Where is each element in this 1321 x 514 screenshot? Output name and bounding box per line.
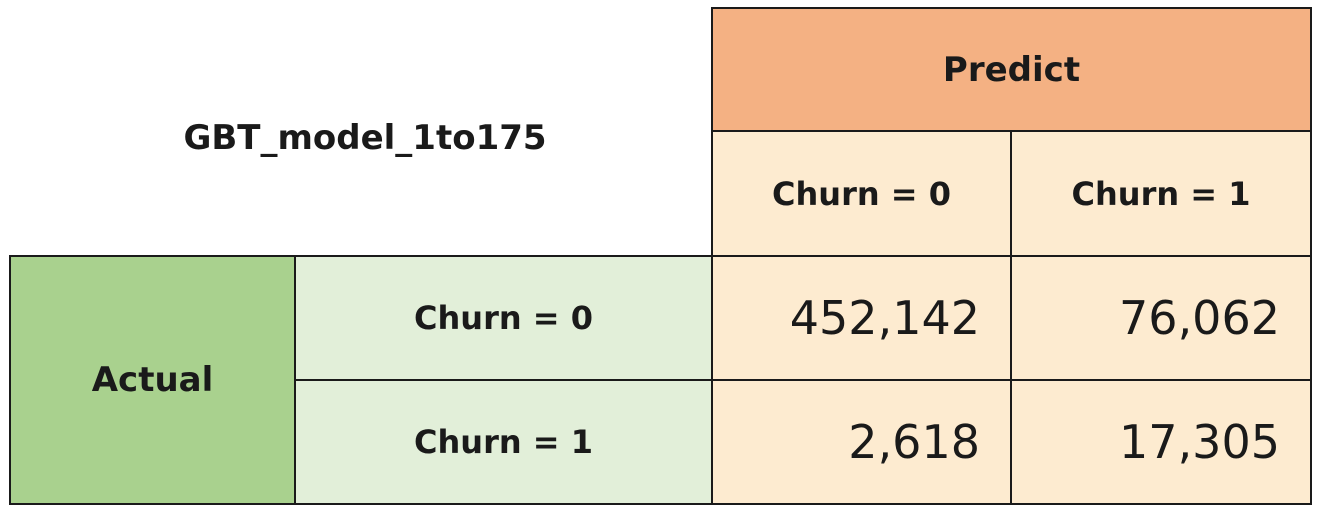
predicted-label-churn-0: Churn = 0	[711, 130, 1012, 257]
actual-label-churn-0: Churn = 0	[294, 255, 713, 381]
matrix-cell-actual1-pred0: 2,618	[711, 379, 1012, 505]
actual-header: Actual	[9, 255, 296, 505]
predict-header: Predict	[711, 7, 1312, 132]
matrix-cell-actual1-pred1: 17,305	[1010, 379, 1312, 505]
predicted-label-churn-1: Churn = 1	[1010, 130, 1312, 257]
matrix-cell-actual0-pred0: 452,142	[711, 255, 1012, 381]
model-title: GBT_model_1to175	[183, 118, 547, 158]
matrix-cell-actual0-pred1: 76,062	[1010, 255, 1312, 381]
actual-label-churn-1: Churn = 1	[294, 379, 713, 505]
